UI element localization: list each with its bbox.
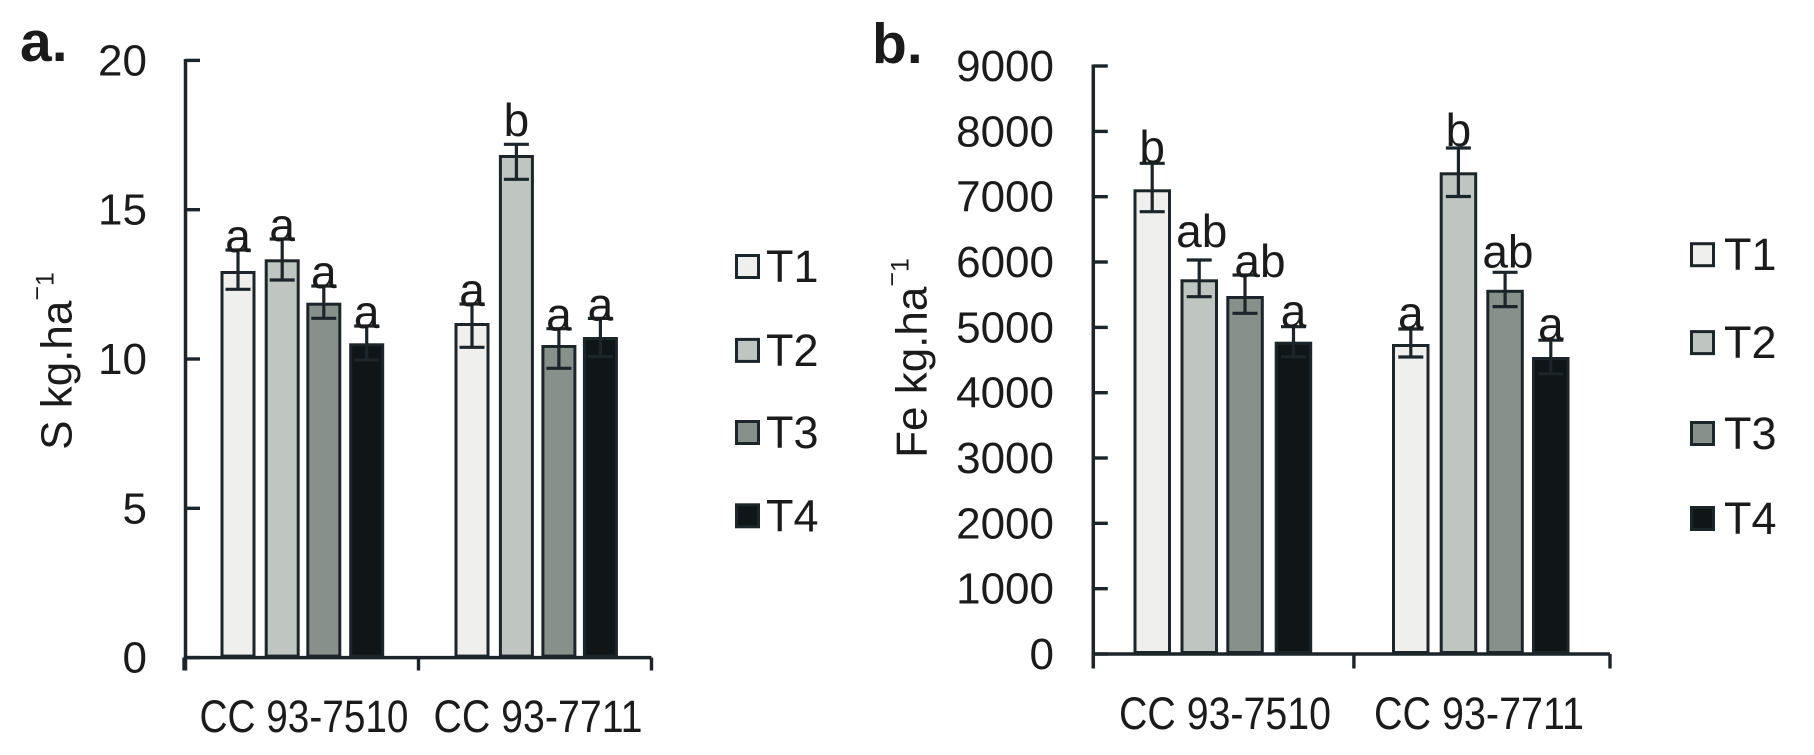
svg-text:T4: T4 bbox=[766, 490, 819, 541]
svg-text:1000: 1000 bbox=[956, 565, 1054, 614]
svg-text:a: a bbox=[311, 246, 337, 298]
svg-text:3000: 3000 bbox=[956, 434, 1054, 483]
svg-text:CC 93-7711: CC 93-7711 bbox=[1374, 688, 1584, 739]
svg-text:T2: T2 bbox=[766, 325, 819, 376]
svg-text:b: b bbox=[1446, 104, 1472, 156]
svg-text:T2: T2 bbox=[1724, 317, 1777, 368]
svg-text:9000: 9000 bbox=[956, 42, 1054, 91]
svg-text:CC 93-7711: CC 93-7711 bbox=[434, 691, 643, 742]
svg-text:a: a bbox=[546, 289, 572, 341]
svg-text:a: a bbox=[1538, 298, 1564, 350]
svg-text:CC 93-7510: CC 93-7510 bbox=[1119, 688, 1331, 739]
svg-text:b.: b. bbox=[872, 12, 923, 76]
svg-text:15: 15 bbox=[98, 186, 147, 235]
svg-text:ab: ab bbox=[1482, 226, 1533, 278]
svg-text:20: 20 bbox=[98, 36, 147, 85]
svg-text:T4: T4 bbox=[1724, 493, 1777, 544]
svg-text:5: 5 bbox=[123, 484, 147, 533]
svg-text:CC 93-7510: CC 93-7510 bbox=[200, 691, 409, 742]
svg-text:a: a bbox=[269, 199, 295, 251]
svg-text:T3: T3 bbox=[766, 407, 819, 458]
svg-text:ab: ab bbox=[1176, 205, 1227, 257]
svg-text:Fe kg.ha−1: Fe kg.ha−1 bbox=[879, 258, 937, 458]
svg-text:2000: 2000 bbox=[956, 499, 1054, 548]
svg-text:a.: a. bbox=[20, 10, 68, 74]
svg-text:T1: T1 bbox=[1724, 229, 1777, 280]
svg-text:a: a bbox=[588, 279, 614, 331]
svg-text:4000: 4000 bbox=[956, 369, 1054, 418]
svg-text:a: a bbox=[225, 210, 251, 262]
svg-text:T1: T1 bbox=[766, 241, 819, 292]
svg-text:S kg.ha−1: S kg.ha−1 bbox=[24, 272, 82, 450]
svg-text:b: b bbox=[504, 94, 530, 146]
svg-text:6000: 6000 bbox=[956, 238, 1054, 287]
svg-text:T3: T3 bbox=[1724, 408, 1777, 459]
svg-text:b: b bbox=[1139, 121, 1165, 173]
svg-text:a: a bbox=[459, 264, 485, 316]
svg-text:5000: 5000 bbox=[956, 303, 1054, 352]
svg-text:a: a bbox=[1281, 285, 1307, 337]
svg-text:0: 0 bbox=[123, 634, 147, 683]
svg-text:0: 0 bbox=[1030, 630, 1054, 679]
svg-text:ab: ab bbox=[1234, 235, 1285, 287]
svg-text:a: a bbox=[1398, 287, 1424, 339]
svg-text:7000: 7000 bbox=[956, 173, 1054, 222]
svg-text:8000: 8000 bbox=[956, 107, 1054, 156]
svg-text:a: a bbox=[354, 286, 380, 338]
svg-text:10: 10 bbox=[98, 335, 147, 384]
